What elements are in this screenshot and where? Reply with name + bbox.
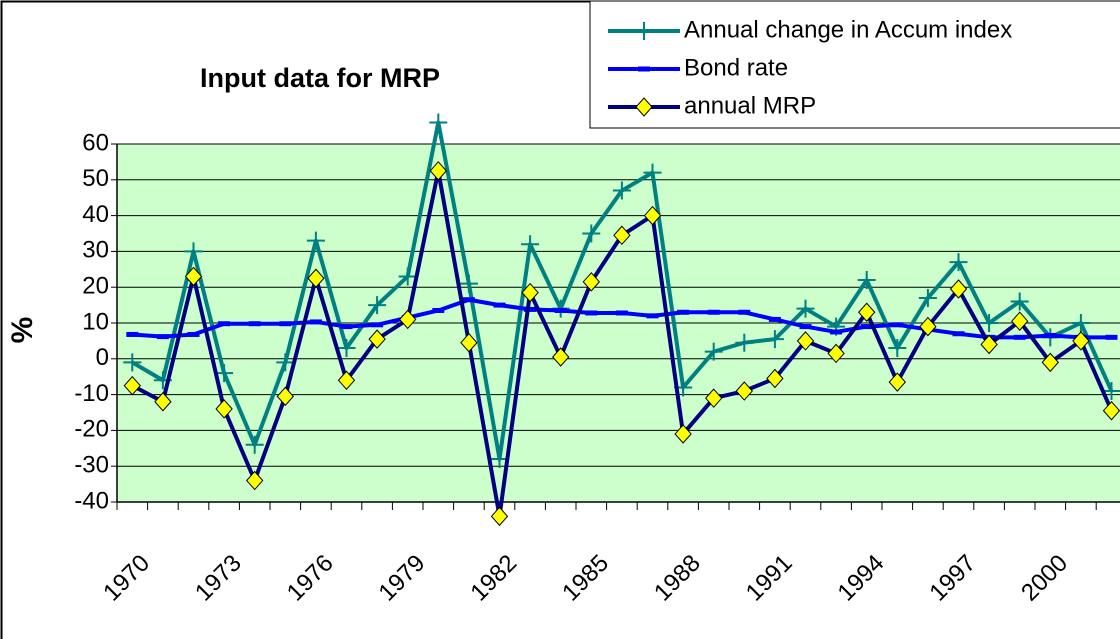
- plus-marker: [735, 333, 754, 352]
- y-axis-label: %: [6, 317, 39, 344]
- diamond-marker: [858, 302, 876, 323]
- legend-label: Annual change in Accum index: [684, 16, 1012, 43]
- diamond-marker: [123, 375, 141, 396]
- diamond-marker: [307, 268, 325, 289]
- y-tick-label: -20: [74, 416, 109, 443]
- diamond-marker: [154, 392, 172, 412]
- plus-marker: [704, 342, 723, 361]
- diamond-marker: [643, 205, 662, 226]
- diamond-marker: [1102, 400, 1120, 421]
- diamond-marker: [613, 225, 631, 246]
- diamond-marker: [490, 506, 509, 527]
- plus-marker: [429, 113, 448, 132]
- y-tick-label: 10: [82, 308, 109, 335]
- plus-marker: [521, 235, 540, 254]
- plus-marker: [123, 353, 142, 372]
- plus-marker: [1071, 314, 1090, 332]
- diamond-marker: [949, 279, 968, 299]
- diamond-marker: [766, 368, 784, 389]
- plus-marker: [368, 296, 387, 315]
- plus-marker: [582, 224, 601, 243]
- plus-marker: [459, 274, 478, 293]
- chart-title: Input data for MRP: [200, 63, 440, 93]
- y-tick-label: 60: [82, 129, 109, 156]
- plus-marker: [306, 231, 325, 250]
- y-tick-label: -10: [74, 380, 109, 407]
- plus-marker: [765, 330, 784, 349]
- plus-marker: [918, 288, 937, 307]
- plus-marker: [612, 181, 631, 200]
- legend-label: Bond rate: [684, 54, 788, 81]
- plus-marker: [796, 299, 815, 318]
- y-tick-label: 20: [82, 273, 109, 300]
- plus-marker: [635, 22, 653, 40]
- plus-marker: [276, 353, 295, 372]
- diamond-marker: [705, 388, 723, 408]
- y-tick-label: 30: [82, 237, 109, 264]
- diamond-marker: [1072, 331, 1090, 351]
- diamond-marker: [215, 399, 233, 419]
- plus-marker: [215, 364, 234, 383]
- diamond-marker: [552, 347, 570, 367]
- plus-marker: [184, 242, 203, 261]
- diamond-marker: [582, 272, 600, 292]
- diamond-marker: [735, 381, 753, 401]
- plus-marker: [1010, 292, 1029, 311]
- diamond-marker: [1011, 311, 1029, 331]
- diamond-marker: [635, 97, 653, 117]
- diamond-marker: [368, 329, 386, 349]
- plus-marker: [857, 271, 876, 290]
- diamond-marker: [1041, 352, 1059, 373]
- y-tick-label: -30: [74, 452, 109, 479]
- plus-marker: [643, 163, 662, 182]
- plus-marker: [949, 253, 968, 272]
- diamond-marker: [460, 332, 478, 353]
- diamond-marker: [521, 282, 539, 303]
- legend-label: annual MRP: [684, 92, 816, 119]
- plus-marker: [398, 267, 417, 286]
- diamond-marker: [184, 266, 203, 287]
- plus-marker: [337, 339, 356, 358]
- diamond-marker: [980, 334, 998, 355]
- diamond-marker: [276, 386, 294, 407]
- diamond-marker: [888, 372, 906, 392]
- diamond-marker: [246, 470, 264, 491]
- plus-marker: [888, 339, 907, 358]
- plus-marker: [1102, 382, 1120, 401]
- plus-marker: [980, 314, 999, 332]
- y-tick-label: 40: [82, 201, 109, 228]
- diamond-marker: [827, 343, 845, 364]
- diamond-marker: [796, 331, 815, 351]
- y-tick-label: 50: [82, 165, 109, 192]
- diamond-marker: [674, 424, 692, 444]
- diamond-marker: [399, 309, 417, 330]
- diamond-marker: [429, 161, 447, 181]
- diamond-marker: [337, 370, 356, 391]
- plus-marker: [245, 435, 264, 454]
- y-tick-label: 0: [96, 344, 109, 371]
- diamond-marker: [919, 316, 937, 337]
- y-tick-label: -40: [74, 487, 109, 514]
